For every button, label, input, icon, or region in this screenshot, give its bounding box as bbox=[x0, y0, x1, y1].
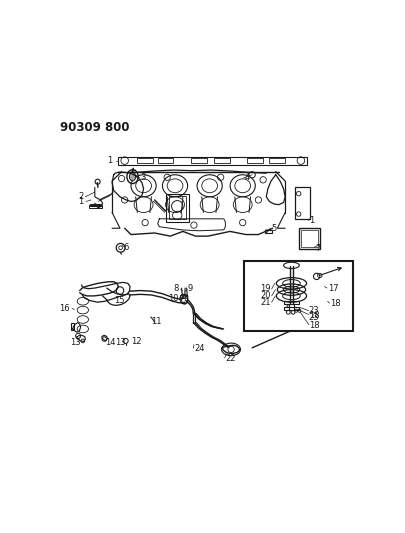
Text: 13: 13 bbox=[115, 338, 126, 346]
Text: 90309 800: 90309 800 bbox=[60, 122, 129, 134]
Text: 4: 4 bbox=[244, 173, 249, 182]
Text: 19: 19 bbox=[260, 285, 271, 294]
Text: 23: 23 bbox=[308, 313, 319, 322]
Text: 8: 8 bbox=[173, 285, 179, 294]
Bar bbox=[165, 193, 189, 222]
Text: 22: 22 bbox=[225, 354, 235, 363]
Text: 15: 15 bbox=[113, 296, 124, 305]
Text: 20: 20 bbox=[260, 292, 271, 301]
Bar bbox=[190, 158, 206, 163]
Text: 2: 2 bbox=[78, 192, 83, 201]
Text: 21: 21 bbox=[260, 298, 271, 306]
Bar bbox=[168, 196, 185, 220]
Text: 18: 18 bbox=[329, 299, 340, 308]
Bar bbox=[269, 158, 284, 163]
Bar bbox=[118, 157, 307, 165]
Text: 16: 16 bbox=[59, 304, 70, 313]
Text: 1: 1 bbox=[78, 197, 83, 206]
Bar bbox=[298, 228, 319, 249]
Bar bbox=[283, 307, 298, 310]
Bar bbox=[264, 230, 271, 233]
Bar bbox=[158, 158, 173, 163]
Text: 7: 7 bbox=[314, 244, 320, 253]
Text: 17: 17 bbox=[327, 284, 337, 293]
Text: 14: 14 bbox=[104, 338, 115, 346]
Text: 1: 1 bbox=[107, 156, 112, 165]
Bar bbox=[214, 158, 230, 163]
Text: 24: 24 bbox=[194, 344, 204, 353]
Text: 23: 23 bbox=[308, 306, 319, 315]
Text: 12: 12 bbox=[131, 337, 141, 346]
Bar bbox=[137, 158, 153, 163]
Bar bbox=[88, 205, 102, 208]
Text: 11: 11 bbox=[151, 317, 162, 326]
Text: 1: 1 bbox=[308, 216, 313, 225]
Bar bbox=[244, 261, 352, 330]
Text: 13: 13 bbox=[70, 338, 81, 346]
Text: 6: 6 bbox=[123, 243, 128, 252]
Text: 18: 18 bbox=[308, 311, 319, 320]
Bar bbox=[71, 322, 74, 329]
Text: 3: 3 bbox=[140, 173, 145, 182]
Bar bbox=[300, 230, 318, 247]
Bar bbox=[247, 158, 262, 163]
Text: 10: 10 bbox=[167, 294, 178, 303]
Text: 18: 18 bbox=[308, 321, 319, 330]
Text: 5: 5 bbox=[271, 224, 275, 233]
Ellipse shape bbox=[129, 173, 135, 181]
Bar bbox=[294, 188, 309, 219]
Text: 9: 9 bbox=[187, 285, 192, 294]
Bar bbox=[90, 204, 101, 206]
Bar bbox=[283, 301, 298, 304]
